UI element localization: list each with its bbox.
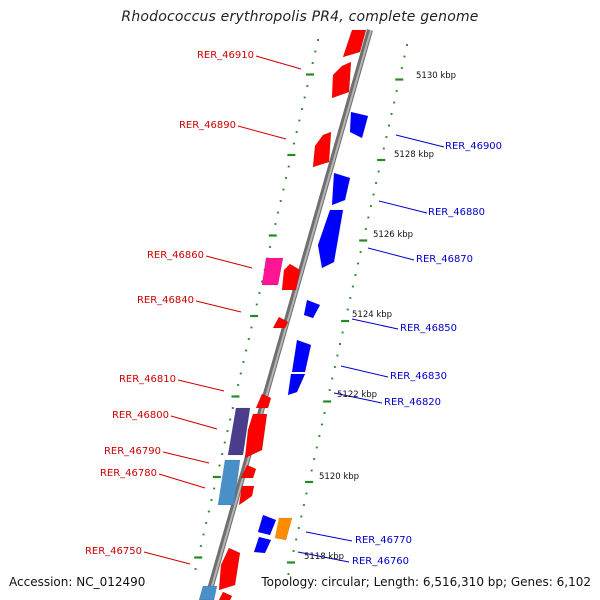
gene-arrow	[342, 29, 367, 58]
leader-line	[205, 255, 253, 269]
leader-line	[255, 55, 302, 70]
leader-line	[395, 134, 445, 148]
leader-line	[305, 531, 353, 542]
gene-arrow	[287, 373, 306, 396]
scale-label: 5118 kbp	[304, 552, 344, 562]
gene-arrow	[303, 299, 321, 319]
leader-line	[143, 551, 191, 565]
gene-arrow	[218, 547, 241, 591]
gene-label[interactable]: RER_46860	[147, 250, 204, 261]
gene-arrow	[218, 591, 233, 600]
gene-arrow	[312, 131, 332, 168]
leader-line	[170, 415, 218, 430]
topology-text: Topology: circular; Length: 6,516,310 bp…	[261, 575, 591, 589]
gene-arrow	[261, 257, 284, 286]
leader-line	[297, 551, 350, 563]
gene-arrow	[257, 514, 277, 536]
leader-line	[158, 473, 206, 489]
leader-line	[351, 318, 399, 330]
leader-line	[367, 247, 415, 261]
gene-arrow	[274, 517, 293, 541]
gene-label[interactable]: RER_46850	[400, 323, 457, 334]
gene-arrow	[331, 61, 352, 99]
gene-arrows	[198, 29, 369, 600]
scale-label: 5120 kbp	[319, 472, 359, 482]
gene-label[interactable]: RER_46750	[85, 546, 142, 557]
right-tick-track	[287, 44, 408, 575]
leader-line	[177, 379, 225, 392]
gene-arrow	[331, 172, 351, 206]
gene-label[interactable]: RER_46900	[445, 141, 502, 152]
gene-arrow	[272, 316, 289, 329]
leader-line	[195, 300, 242, 313]
gene-arrow	[349, 111, 369, 139]
gene-label[interactable]: RER_46810	[119, 374, 176, 385]
gene-label[interactable]: RER_46770	[355, 535, 412, 546]
scale-label: 5122 kbp	[337, 390, 377, 400]
gene-arrow	[291, 339, 312, 373]
gene-arrow	[238, 485, 255, 506]
gene-arrow	[255, 393, 272, 409]
scale-label: 5128 kbp	[394, 150, 434, 160]
gene-label[interactable]: RER_46890	[179, 120, 236, 131]
scale-label: 5130 kbp	[416, 71, 456, 81]
left-tick-track	[194, 39, 319, 570]
leader-line	[340, 365, 389, 378]
accession-text: Accession: NC_012490	[9, 575, 146, 589]
gene-arrow	[317, 209, 344, 269]
gene-label[interactable]: RER_46880	[428, 207, 485, 218]
gene-label[interactable]: RER_46760	[352, 556, 409, 567]
leader-line	[378, 200, 428, 214]
gene-arrow	[227, 407, 251, 456]
gene-arrow	[281, 263, 301, 291]
scale-label: 5124 kbp	[352, 310, 392, 320]
gene-label[interactable]: RER_46910	[197, 50, 254, 61]
gene-label[interactable]: RER_46800	[112, 410, 169, 421]
gene-arrow	[240, 464, 257, 479]
gene-label[interactable]: RER_46870	[416, 254, 473, 265]
gene-label[interactable]: RER_46790	[104, 446, 161, 457]
scale-label: 5126 kbp	[373, 230, 413, 240]
leader-line	[237, 125, 287, 140]
leader-line	[162, 451, 210, 464]
gene-label[interactable]: RER_46780	[100, 468, 157, 479]
gene-label[interactable]: RER_46820	[384, 397, 441, 408]
gene-arrow	[253, 536, 272, 554]
gene-arrow	[198, 585, 218, 600]
label-leader-lines	[143, 55, 445, 565]
gene-label[interactable]: RER_46840	[137, 295, 194, 306]
gene-arrow	[217, 459, 241, 506]
gene-label[interactable]: RER_46830	[390, 371, 447, 382]
gene-arrow	[244, 413, 268, 459]
genome-title: Rhodococcus erythropolis PR4, complete g…	[121, 9, 479, 25]
leader-line	[333, 392, 383, 404]
